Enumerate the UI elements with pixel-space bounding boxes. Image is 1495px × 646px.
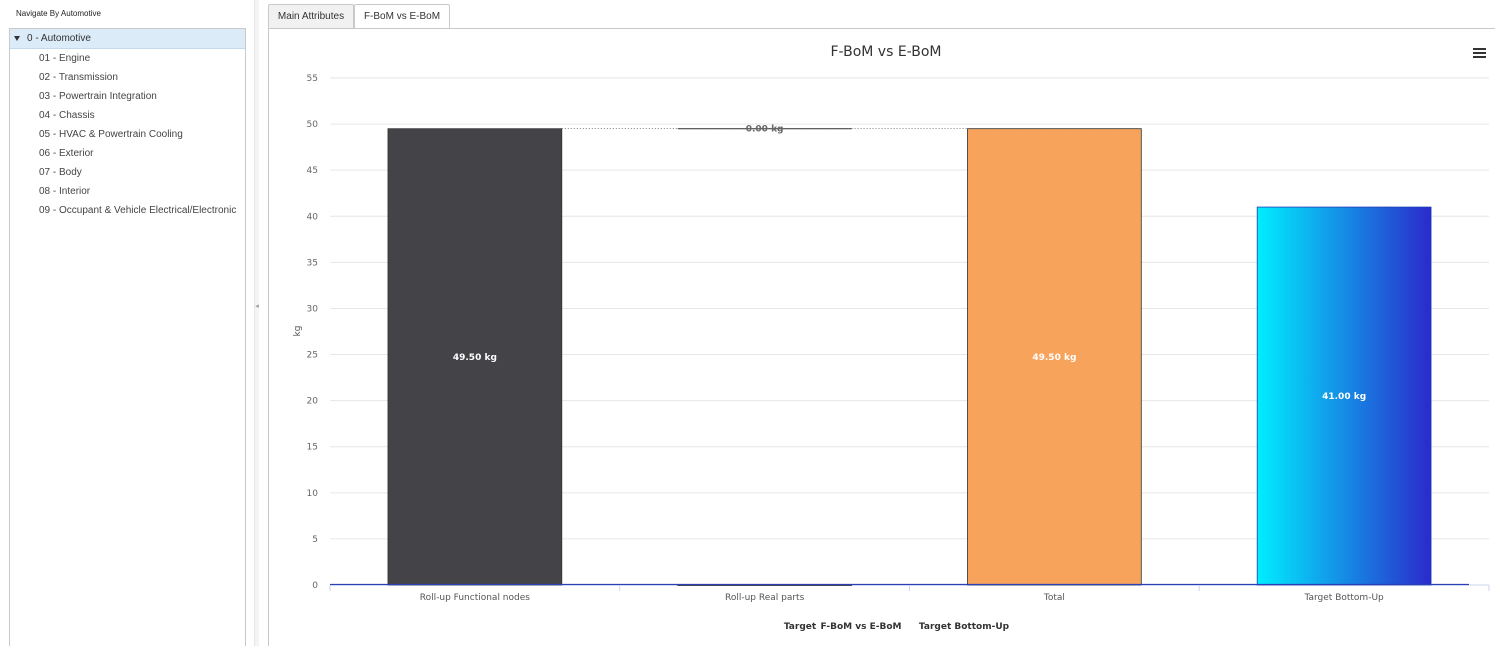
- y-tick-label: 55: [307, 74, 318, 84]
- tree-item-hvac[interactable]: 05 - HVAC & Powertrain Cooling: [39, 129, 183, 140]
- data-label: 41.00 kg: [1322, 392, 1366, 402]
- tab-divider: [268, 28, 1495, 29]
- data-label: 49.50 kg: [453, 353, 497, 363]
- tree-item-interior[interactable]: 08 - Interior: [39, 186, 91, 197]
- x-tick-label: Roll-up Functional nodes: [420, 593, 530, 603]
- x-tick-label: Roll-up Real parts: [725, 593, 805, 603]
- bar-target-bottom-up[interactable]: [1256, 206, 1432, 586]
- panel-splitter[interactable]: ◂: [254, 0, 259, 646]
- tree-item-body[interactable]: 07 - Body: [39, 167, 82, 178]
- legend: Target F-BoM vs E-BoM Target Bottom-Up: [784, 622, 1010, 632]
- data-label: 49.50 kg: [1032, 353, 1076, 363]
- tree-item-transmission[interactable]: 02 - Transmission: [39, 72, 118, 83]
- navigation-panel: Navigate By Automotive 0 - Automotive 01…: [0, 0, 258, 646]
- y-tick-label: 25: [307, 351, 318, 361]
- y-tick-label: 5: [312, 535, 318, 545]
- content-border: [268, 28, 269, 646]
- navigation-tree: 0 - Automotive 01 - Engine 02 - Transmis…: [9, 28, 246, 646]
- collapse-arrow-icon[interactable]: ◂: [255, 303, 259, 310]
- tree-item-exterior[interactable]: 06 - Exterior: [39, 148, 94, 159]
- y-tick-label: 30: [307, 304, 319, 314]
- tree-item-chassis[interactable]: 04 - Chassis: [39, 110, 95, 121]
- data-labels: 49.50 kg 0.00 kg 49.50 kg 41.00 kg: [453, 125, 1366, 402]
- tree-item-engine[interactable]: 01 - Engine: [39, 53, 91, 64]
- y-tick-label: 40: [307, 212, 319, 222]
- y-tick-label: 0: [312, 581, 318, 591]
- data-label: 0.00 kg: [746, 125, 784, 135]
- tree-root-label: 0 - Automotive: [27, 33, 91, 44]
- bars: [330, 128, 1469, 586]
- y-axis-label: kg: [293, 326, 303, 337]
- y-tick-label: 15: [307, 443, 318, 453]
- y-tick-label: 50: [307, 120, 319, 130]
- nav-title: Navigate By Automotive: [16, 9, 101, 18]
- x-tick-label: Target Bottom-Up: [1303, 593, 1384, 603]
- y-tick-label: 20: [307, 397, 319, 407]
- caret-down-icon[interactable]: [14, 36, 20, 41]
- x-tick-labels: Roll-up Functional nodes Roll-up Real par…: [329, 585, 1490, 603]
- legend-item-fbom-vs-ebom[interactable]: F-BoM vs E-BoM: [821, 622, 902, 632]
- tree-item-electrical[interactable]: 09 - Occupant & Vehicle Electrical/Elect…: [39, 205, 237, 216]
- tab-fbom-vs-ebom[interactable]: F-BoM vs E-BoM: [354, 4, 450, 29]
- legend-item-target[interactable]: Target: [784, 622, 817, 632]
- bar-roll-up-functional-nodes[interactable]: [387, 128, 563, 586]
- tree-item-powertrain-integration[interactable]: 03 - Powertrain Integration: [39, 91, 157, 102]
- y-tick-label: 10: [307, 489, 319, 499]
- x-tick-label: Total: [1043, 593, 1065, 603]
- tree-root-automotive[interactable]: 0 - Automotive: [10, 29, 245, 49]
- y-tick-label: 35: [307, 258, 318, 268]
- chart-title: F-BoM vs E-BoM: [831, 44, 942, 60]
- tab-main-attributes[interactable]: Main Attributes: [268, 4, 354, 28]
- y-tick-labels: 0 5 10 15 20 25 30 35 40 45 50 55: [307, 74, 319, 591]
- legend-item-target-bottom-up[interactable]: Target Bottom-Up: [919, 622, 1010, 632]
- bar-total[interactable]: [967, 128, 1142, 586]
- chart-menu-icon[interactable]: [1473, 48, 1487, 60]
- y-tick-label: 45: [307, 166, 318, 176]
